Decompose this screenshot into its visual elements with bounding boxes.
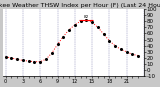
Point (39, 61, 41, 62)
Point (91, 22, 93, 23)
Text: 82: 82 (84, 15, 89, 19)
Point (22, 60, 24, 61)
Title: Milwaukee Weather THSW Index per Hour (F) (Last 24 Hours): Milwaukee Weather THSW Index per Hour (F… (0, 3, 160, 8)
Point (97, 27, 99, 28)
Point (137, 55, 140, 56)
Point (102, 33, 105, 35)
Point (120, 49, 122, 50)
Point (108, 40, 111, 41)
Point (79, 20, 82, 22)
Point (114, 45, 116, 46)
Point (85, 19, 88, 21)
Point (56, 44, 59, 45)
Point (131, 54, 134, 55)
Point (68, 29, 70, 30)
Point (4, 56, 7, 58)
Point (10, 57, 13, 59)
Point (50, 52, 53, 54)
Point (33, 61, 36, 62)
Point (16, 59, 18, 60)
Point (62, 36, 64, 37)
Point (125, 51, 128, 53)
Point (45, 59, 47, 60)
Point (74, 24, 76, 25)
Point (27, 60, 30, 62)
